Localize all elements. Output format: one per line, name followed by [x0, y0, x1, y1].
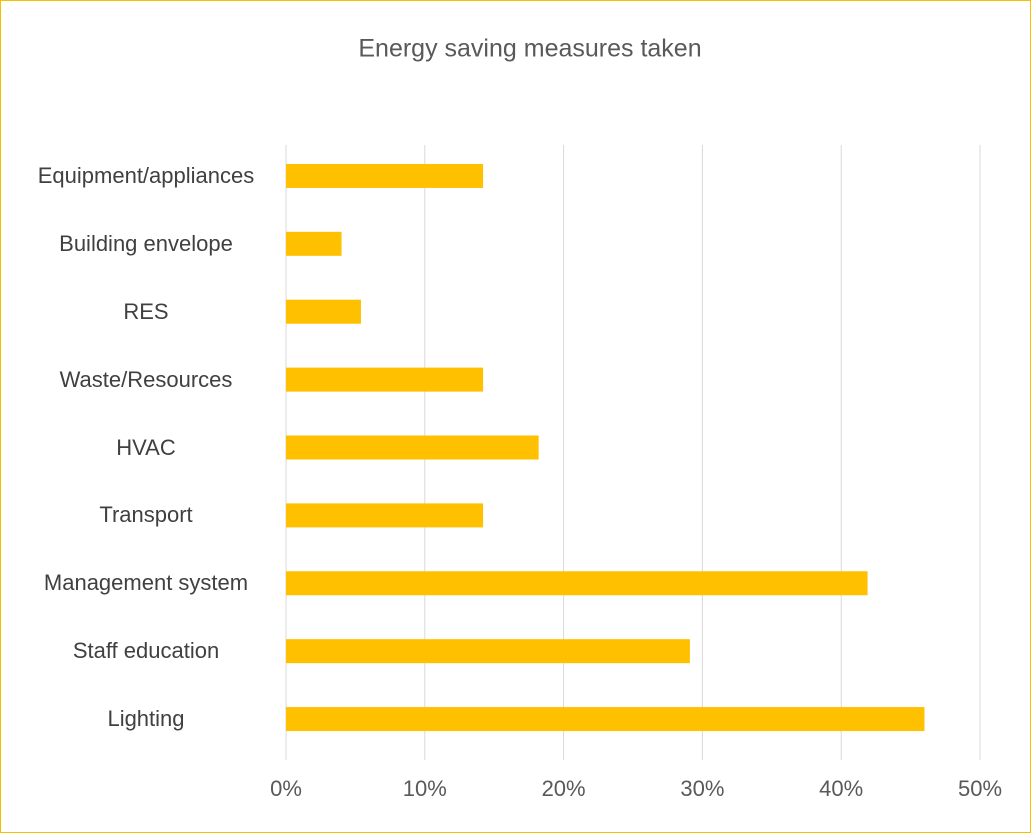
y-tick-label-box: Transport [99, 502, 193, 528]
x-tick-label: 40% [819, 776, 863, 801]
bar [286, 503, 484, 528]
y-tick-label-box: Waste/Resources [59, 366, 233, 392]
y-tick-label-box: HVAC [116, 434, 176, 460]
y-tick-label: Management system [43, 570, 249, 596]
y-tick-label: Staff education [72, 638, 220, 664]
y-tick-label: Transport [99, 502, 193, 528]
y-tick-label: Lighting [107, 706, 185, 732]
bar [286, 571, 868, 596]
bar [286, 231, 342, 256]
x-tick-label: 50% [958, 776, 1002, 801]
y-tick-label: HVAC [116, 434, 176, 460]
y-tick-label: Equipment/appliances [37, 162, 255, 188]
bar [286, 367, 484, 392]
bar [286, 163, 484, 188]
x-tick-label: 0% [270, 776, 302, 801]
y-tick-label-box: Building envelope [59, 230, 233, 256]
bar [286, 707, 925, 732]
y-tick-label-box: Equipment/appliances [37, 162, 255, 188]
y-tick-label-box: RES [123, 298, 169, 324]
y-tick-label-box: Staff education [72, 638, 220, 664]
y-tick-label-box: Lighting [107, 706, 185, 732]
y-tick-label-box: Management system [43, 570, 249, 596]
y-tick-label: Waste/Resources [59, 366, 233, 392]
y-tick-label: Building envelope [59, 230, 233, 256]
bar [286, 435, 539, 460]
bar [286, 299, 361, 324]
chart-title: Energy saving measures taken [358, 35, 701, 63]
x-tick-label: 10% [403, 776, 447, 801]
bar [286, 639, 690, 664]
y-tick-label: RES [123, 298, 169, 324]
x-tick-label: 30% [680, 776, 724, 801]
x-tick-label: 20% [542, 776, 586, 801]
